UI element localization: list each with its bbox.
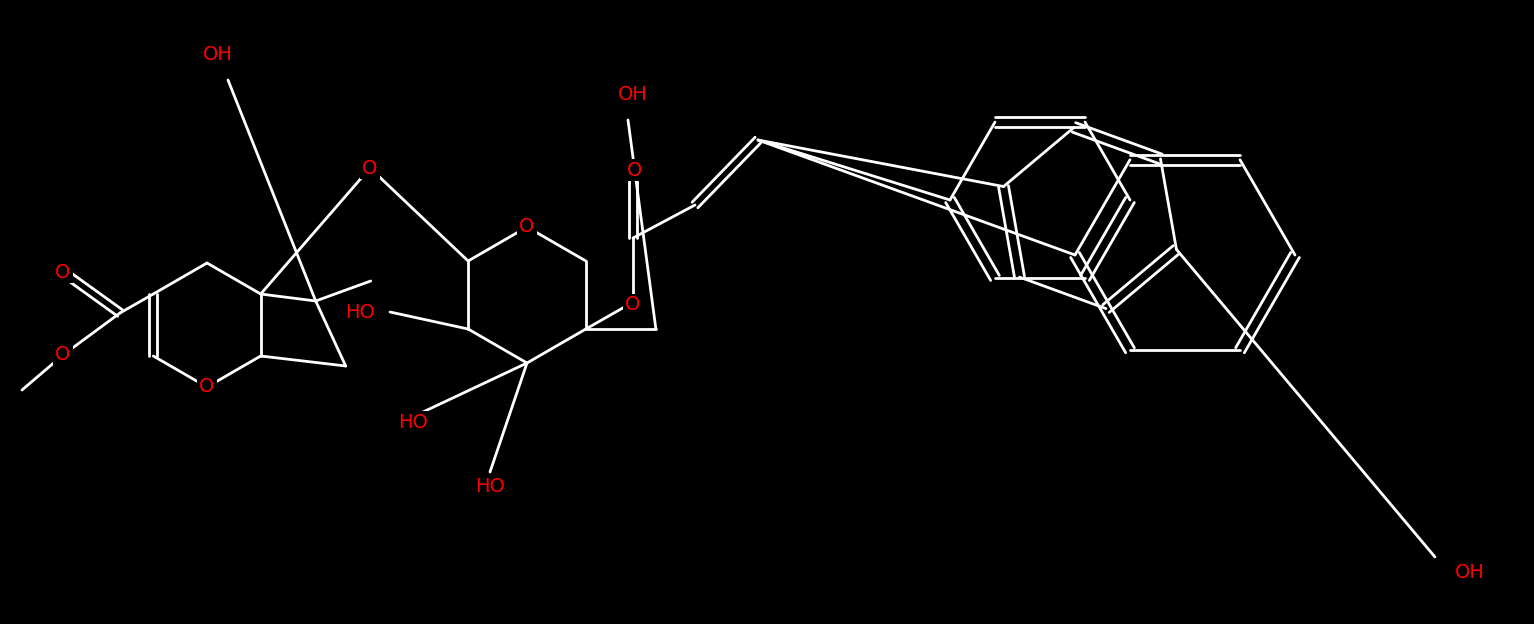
- Text: OH: OH: [202, 46, 233, 64]
- Text: OH: OH: [618, 85, 647, 104]
- Text: O: O: [520, 218, 535, 236]
- Text: HO: HO: [476, 477, 505, 497]
- Text: O: O: [627, 160, 643, 180]
- Text: OH: OH: [1456, 562, 1485, 582]
- Text: HO: HO: [397, 412, 428, 432]
- Text: O: O: [55, 263, 71, 281]
- Text: O: O: [362, 158, 377, 177]
- Text: O: O: [199, 378, 215, 396]
- Text: O: O: [626, 296, 641, 314]
- Text: O: O: [55, 346, 71, 364]
- Text: HO: HO: [345, 303, 374, 321]
